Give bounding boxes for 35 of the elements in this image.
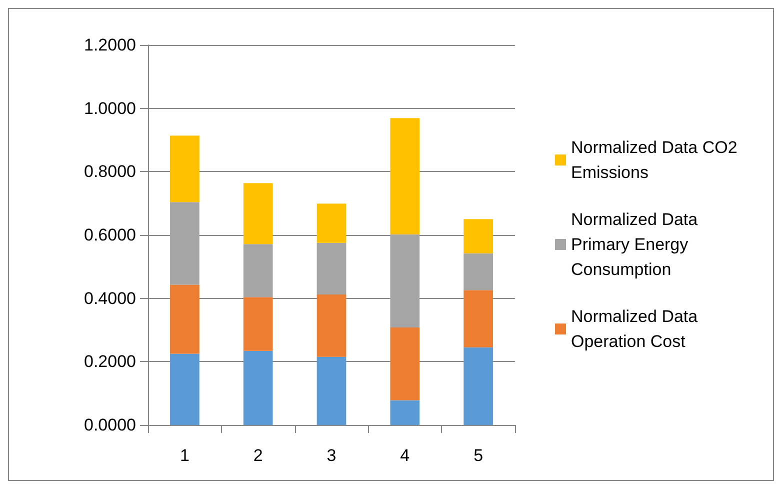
x-tick-label: 1 [180, 446, 190, 465]
y-tick-label: 0.4000 [84, 288, 136, 308]
y-tick-label: 0.8000 [84, 162, 136, 182]
bar [243, 350, 273, 425]
y-tick-label: 0.0000 [84, 416, 136, 434]
legend-label: Normalized Data CO2 Emissions [571, 138, 742, 182]
bar [464, 290, 493, 348]
bar [390, 400, 420, 425]
bar [390, 234, 420, 328]
bar [170, 354, 200, 425]
bar [243, 297, 273, 351]
bar [464, 219, 493, 254]
x-tick-label: 3 [326, 446, 336, 465]
bar [464, 253, 493, 290]
legend-label: Normalized Data Operation Cost [571, 307, 702, 351]
y-tick-label: 0.6000 [84, 226, 136, 244]
bar [170, 136, 200, 202]
bar [316, 356, 346, 425]
bar [316, 242, 346, 295]
bar [390, 118, 420, 234]
bar [316, 204, 346, 243]
y-tick-label: 0.2000 [84, 352, 136, 372]
y-tick-label: 1.0000 [84, 98, 136, 118]
bar [316, 294, 346, 357]
legend-label: Normalized Data Primary Energy Consumption [571, 210, 702, 279]
bar [243, 244, 273, 298]
x-tick-label: 5 [474, 446, 484, 465]
x-tick-label: 2 [253, 446, 263, 465]
bar [390, 327, 420, 400]
bar [170, 284, 200, 354]
bar [243, 183, 273, 244]
x-tick-label: 4 [400, 446, 410, 465]
bar [464, 347, 493, 425]
y-tick-label: 1.2000 [84, 36, 136, 54]
bar [170, 202, 200, 285]
